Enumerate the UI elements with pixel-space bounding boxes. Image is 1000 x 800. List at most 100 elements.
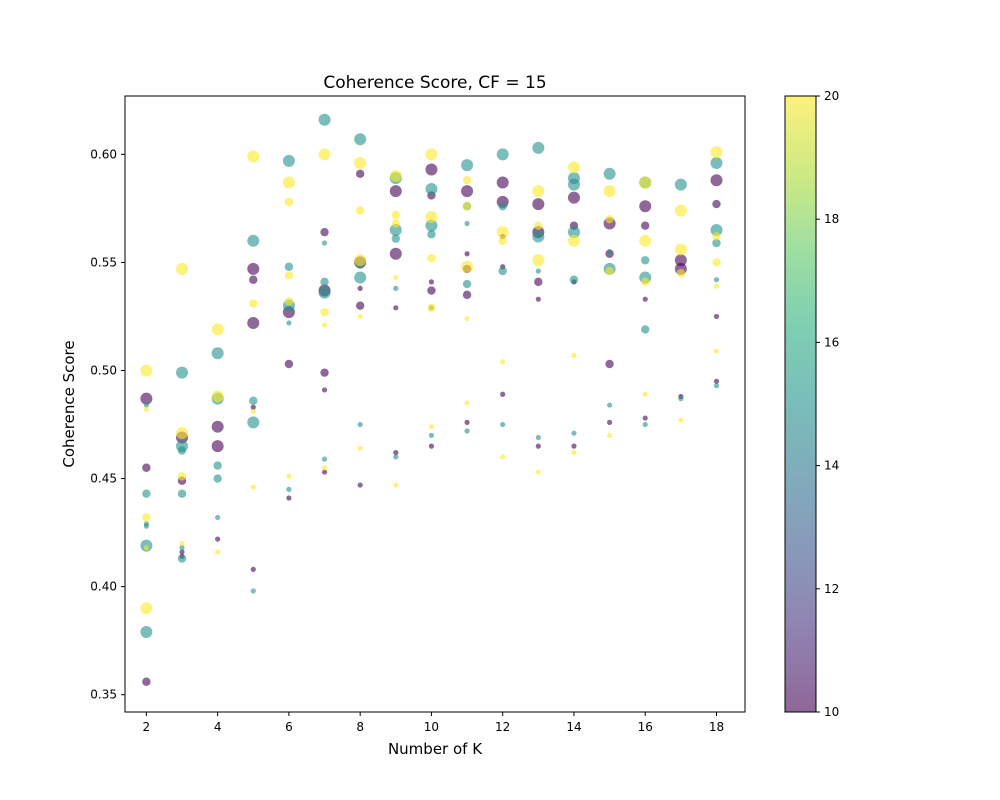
data-point (321, 240, 328, 246)
colorbar-tick-label: 20 (824, 89, 839, 103)
data-point (500, 359, 506, 365)
data-point (496, 226, 509, 239)
data-point (639, 234, 652, 247)
data-point (639, 200, 652, 213)
data-point (713, 348, 720, 354)
data-point (567, 226, 580, 239)
data-point (461, 260, 474, 273)
data-points (140, 113, 723, 686)
data-point (607, 432, 613, 438)
data-point (710, 146, 723, 159)
x-tick-label: 10 (424, 720, 439, 734)
data-point (713, 277, 720, 283)
data-point (462, 290, 472, 300)
data-point (464, 316, 470, 322)
data-point (713, 283, 720, 289)
data-point (498, 236, 507, 246)
data-point (712, 199, 721, 209)
data-point (712, 238, 721, 248)
data-point (461, 185, 474, 198)
data-point (321, 387, 328, 393)
data-point (464, 251, 470, 257)
data-point (391, 210, 400, 220)
data-point (500, 391, 506, 397)
colorbar-tick-label: 18 (824, 212, 839, 226)
data-point (140, 602, 153, 615)
data-point (247, 150, 260, 163)
data-point (142, 677, 151, 686)
data-point (713, 313, 720, 320)
data-point (461, 159, 474, 172)
data-point (393, 274, 399, 281)
data-point (567, 161, 580, 174)
data-point (354, 157, 367, 169)
data-point (605, 266, 614, 276)
data-point (712, 232, 721, 241)
chart-title: Coherence Score, CF = 15 (323, 73, 546, 93)
colorbar-frame (784, 95, 817, 713)
data-point (320, 368, 329, 377)
data-point (177, 472, 187, 481)
data-point (496, 148, 509, 161)
data-point (249, 299, 258, 308)
y-tick-label: 0.45 (90, 472, 117, 486)
data-point (177, 489, 187, 498)
x-axis-label: Number of K (388, 740, 483, 758)
data-point (713, 378, 720, 384)
data-point (571, 430, 577, 436)
data-point (428, 424, 435, 430)
data-point (642, 296, 648, 302)
data-point (464, 419, 470, 425)
colorbar: 10 12 14 16 18 20 (784, 89, 839, 719)
data-point (215, 536, 221, 542)
data-point (354, 133, 367, 146)
y-tick-label: 0.35 (90, 688, 117, 702)
colorbar-gradient (785, 96, 816, 712)
x-tick-label: 6 (285, 720, 293, 734)
data-point (534, 221, 543, 230)
y-tick-label: 0.40 (90, 580, 117, 594)
data-point (710, 224, 723, 237)
data-point (176, 427, 189, 440)
data-point (427, 286, 436, 295)
data-point (354, 254, 367, 267)
data-point (462, 202, 472, 211)
data-point (318, 286, 331, 299)
data-point (425, 211, 438, 224)
data-point (143, 523, 149, 529)
data-point (247, 416, 260, 429)
data-point (393, 305, 399, 311)
data-point (462, 279, 472, 289)
data-point (674, 243, 687, 256)
x-tick-label: 18 (709, 720, 724, 734)
data-point (464, 220, 470, 227)
data-point (143, 402, 149, 408)
data-point (321, 465, 328, 471)
data-point (569, 275, 579, 284)
data-point (318, 148, 331, 161)
y-axis: 0.35 0.40 0.45 0.50 0.55 0.60 (90, 147, 125, 702)
x-tick-label: 14 (566, 720, 581, 734)
data-point (710, 157, 723, 169)
data-point (532, 141, 545, 154)
data-point (567, 191, 580, 204)
data-point (355, 169, 365, 179)
data-point (500, 454, 506, 460)
data-point (249, 275, 258, 284)
data-point (571, 352, 577, 358)
data-point (179, 540, 185, 547)
data-point (320, 277, 329, 287)
colorbar-tick-label: 10 (824, 705, 839, 719)
data-point (320, 227, 329, 237)
x-tick-label: 8 (356, 720, 364, 734)
data-point (211, 347, 224, 360)
x-tick-label: 16 (638, 720, 653, 734)
data-point (286, 473, 292, 480)
data-point (211, 420, 224, 433)
data-point (286, 320, 292, 326)
data-point (249, 396, 258, 405)
data-point (425, 219, 438, 232)
data-point (603, 167, 616, 180)
data-point (642, 421, 648, 428)
